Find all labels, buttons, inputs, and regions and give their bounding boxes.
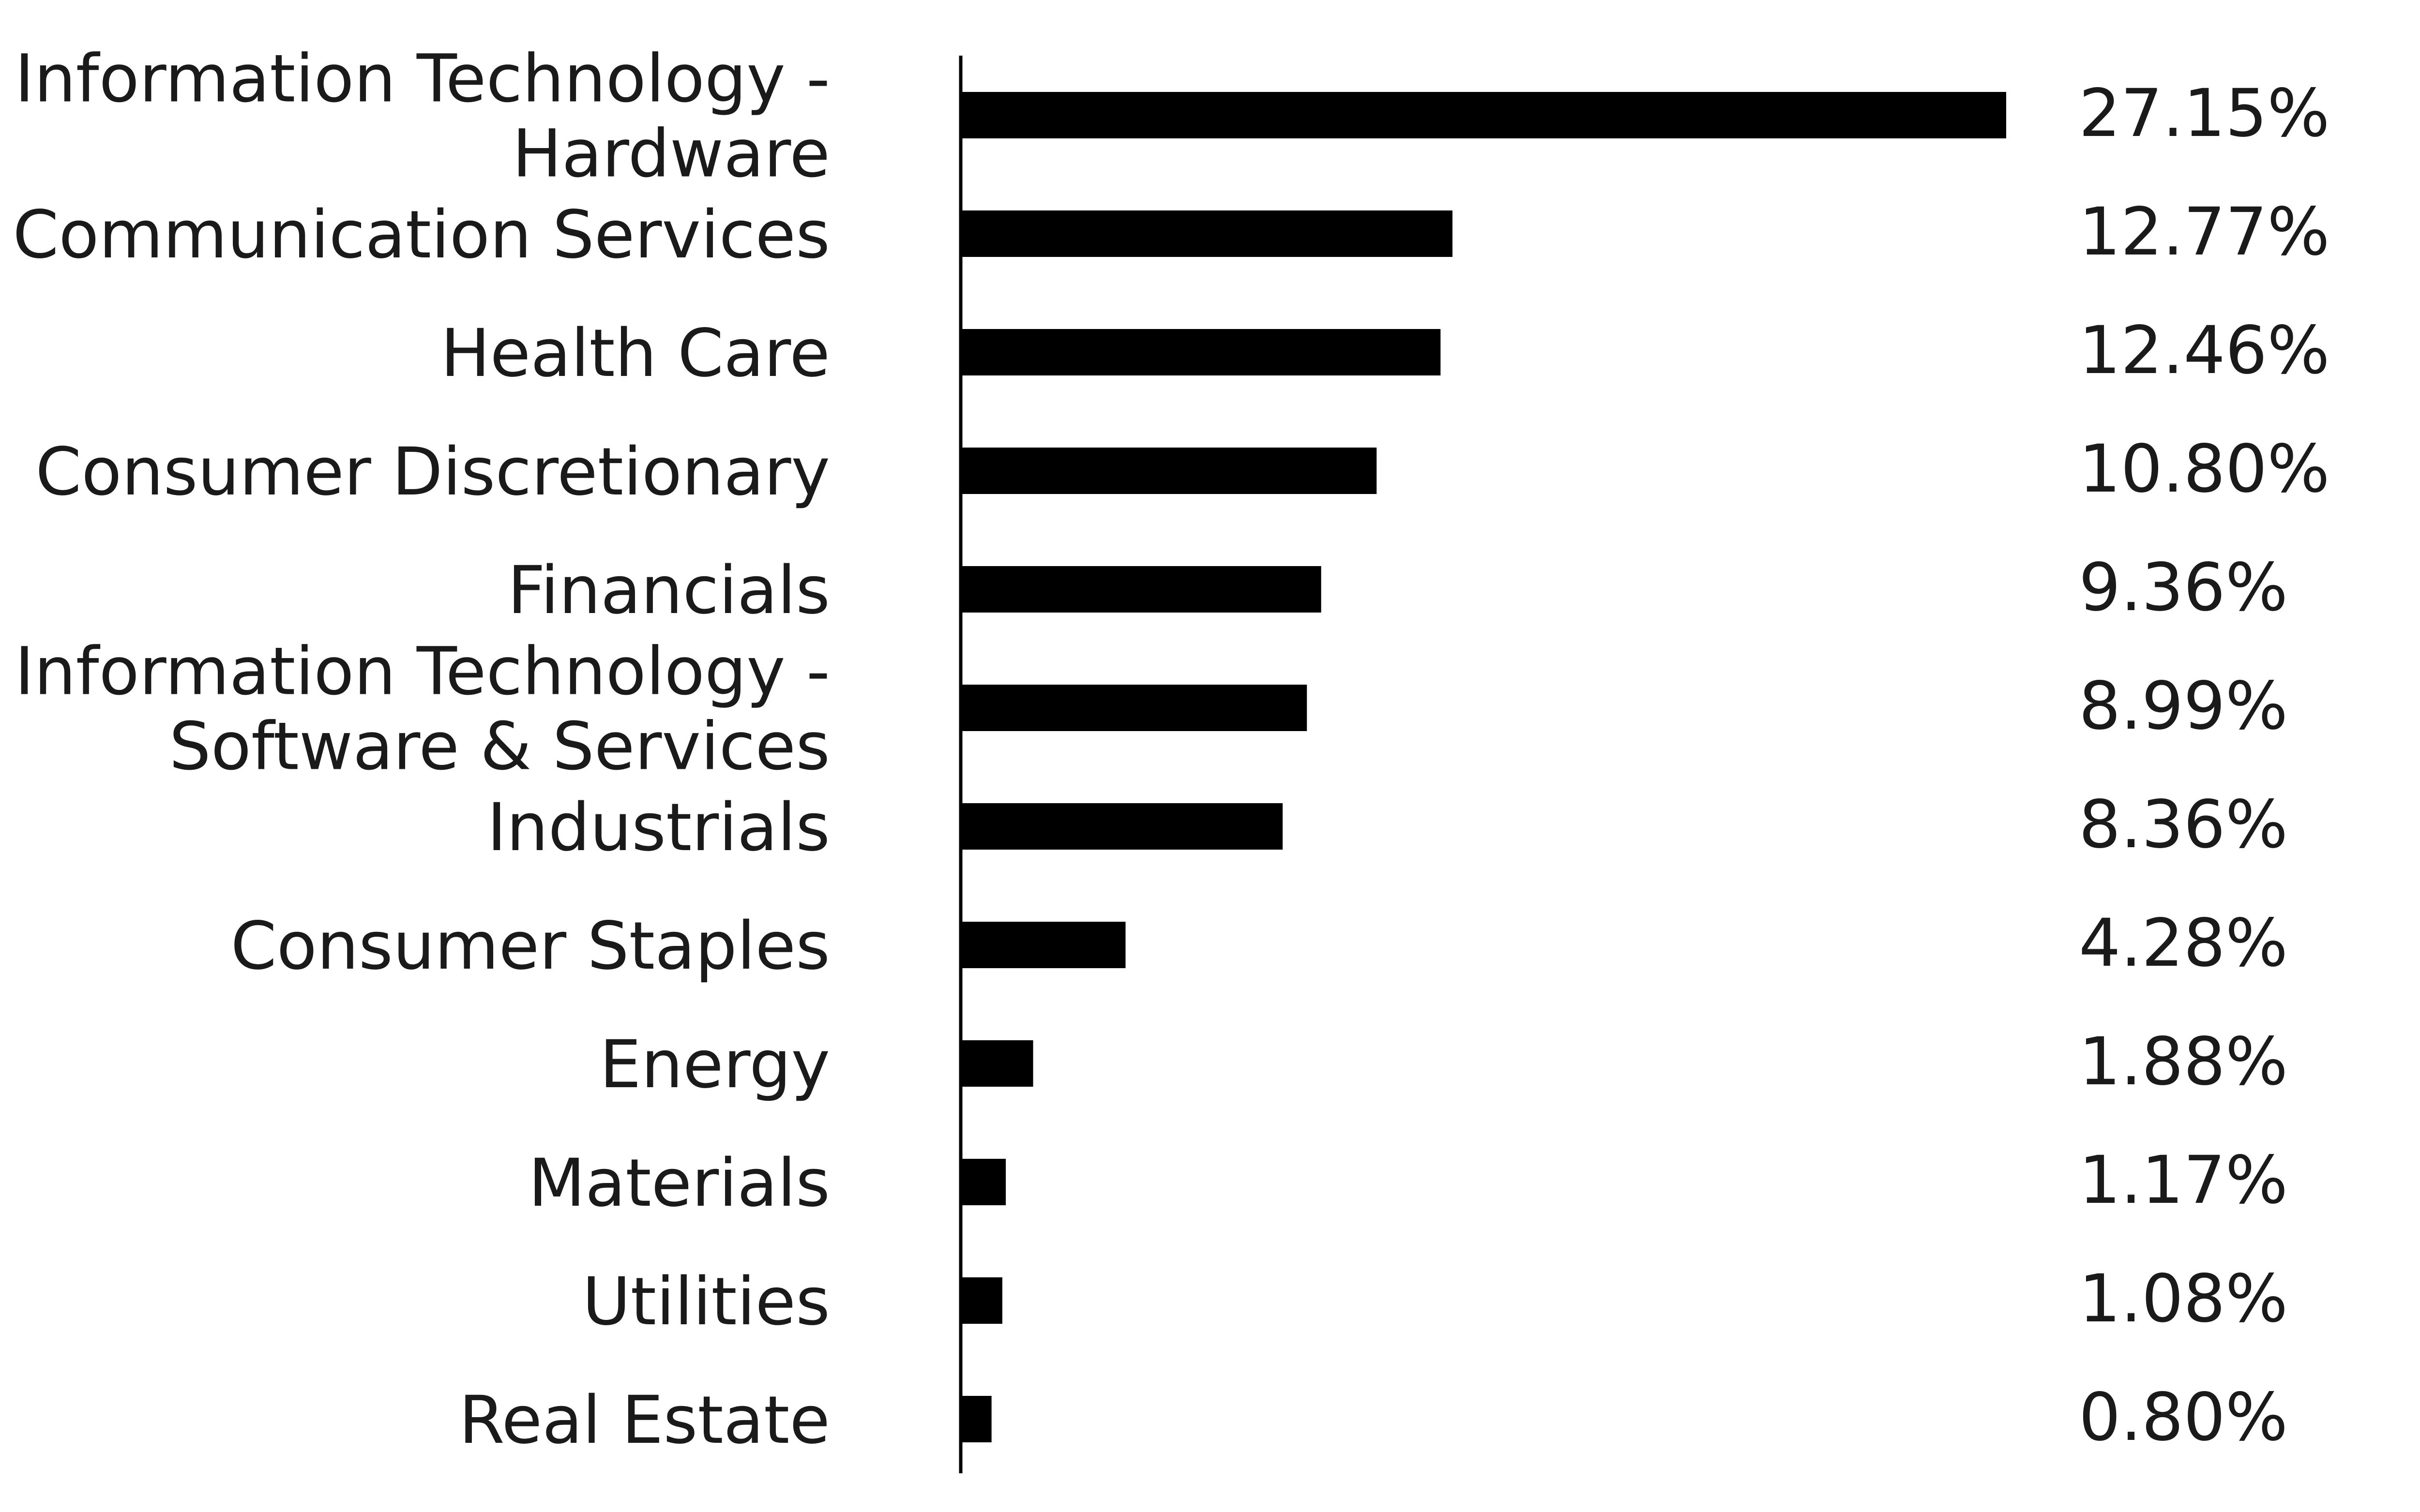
category-label: Information Technology -Hardware — [15, 41, 830, 192]
category-label: Consumer Discretionary — [35, 434, 830, 510]
category-label-line: Consumer Staples — [231, 908, 830, 985]
bar — [961, 1040, 1033, 1087]
bar — [961, 92, 2006, 138]
value-label: 27.15% — [2079, 75, 2330, 152]
value-label: 9.36% — [2079, 550, 2288, 626]
category-label-line: Financials — [508, 553, 830, 629]
value-label: 0.80% — [2079, 1379, 2288, 1456]
bar — [961, 1277, 1002, 1324]
value-label: 1.88% — [2079, 1024, 2288, 1100]
category-label-line: Real Estate — [459, 1382, 830, 1459]
bar — [961, 1396, 992, 1442]
value-label: 1.08% — [2079, 1261, 2288, 1337]
value-label: 12.77% — [2079, 194, 2330, 270]
bar — [961, 1159, 1006, 1205]
category-label: Health Care — [440, 315, 830, 392]
value-label: 8.99% — [2079, 668, 2288, 745]
bar — [961, 210, 1452, 257]
category-label: Energy — [600, 1027, 830, 1103]
category-label: Financials — [508, 553, 830, 629]
category-label-line: Software & Services — [169, 708, 830, 785]
value-label: 1.17% — [2079, 1142, 2288, 1219]
category-label-line: Communication Services — [13, 197, 830, 273]
bar — [961, 566, 1321, 613]
bar — [961, 329, 1441, 375]
bar — [961, 922, 1126, 968]
category-label: Materials — [529, 1145, 830, 1222]
bar — [961, 448, 1377, 494]
category-label-line: Hardware — [512, 116, 830, 192]
bar — [961, 685, 1307, 731]
value-label: 4.28% — [2079, 905, 2288, 982]
category-label: Information Technology -Software & Servi… — [15, 633, 830, 785]
category-label-line: Information Technology - — [15, 633, 830, 710]
category-label: Communication Services — [13, 197, 830, 273]
category-label: Industrials — [487, 790, 830, 866]
category-label-line: Utilities — [582, 1264, 830, 1340]
category-label: Consumer Staples — [231, 908, 830, 985]
value-label: 12.46% — [2079, 313, 2330, 389]
category-label-line: Health Care — [440, 315, 830, 392]
category-label: Real Estate — [459, 1382, 830, 1459]
category-label-line: Materials — [529, 1145, 830, 1222]
category-label: Utilities — [582, 1264, 830, 1340]
bars — [961, 92, 2006, 1442]
category-label-line: Consumer Discretionary — [35, 434, 830, 510]
category-labels: Information Technology -HardwareCommunic… — [13, 41, 830, 1459]
category-label-line: Industrials — [487, 790, 830, 866]
category-label-line: Information Technology - — [15, 41, 830, 117]
bar — [961, 803, 1283, 850]
value-labels: 27.15% 12.77% 12.46% 10.80% 9.36% 8.99% 8.36% 4… — [2079, 75, 2330, 1456]
category-label-line: Energy — [600, 1027, 830, 1103]
value-label: 8.36% — [2079, 787, 2288, 863]
value-label: 10.80% — [2079, 431, 2330, 508]
